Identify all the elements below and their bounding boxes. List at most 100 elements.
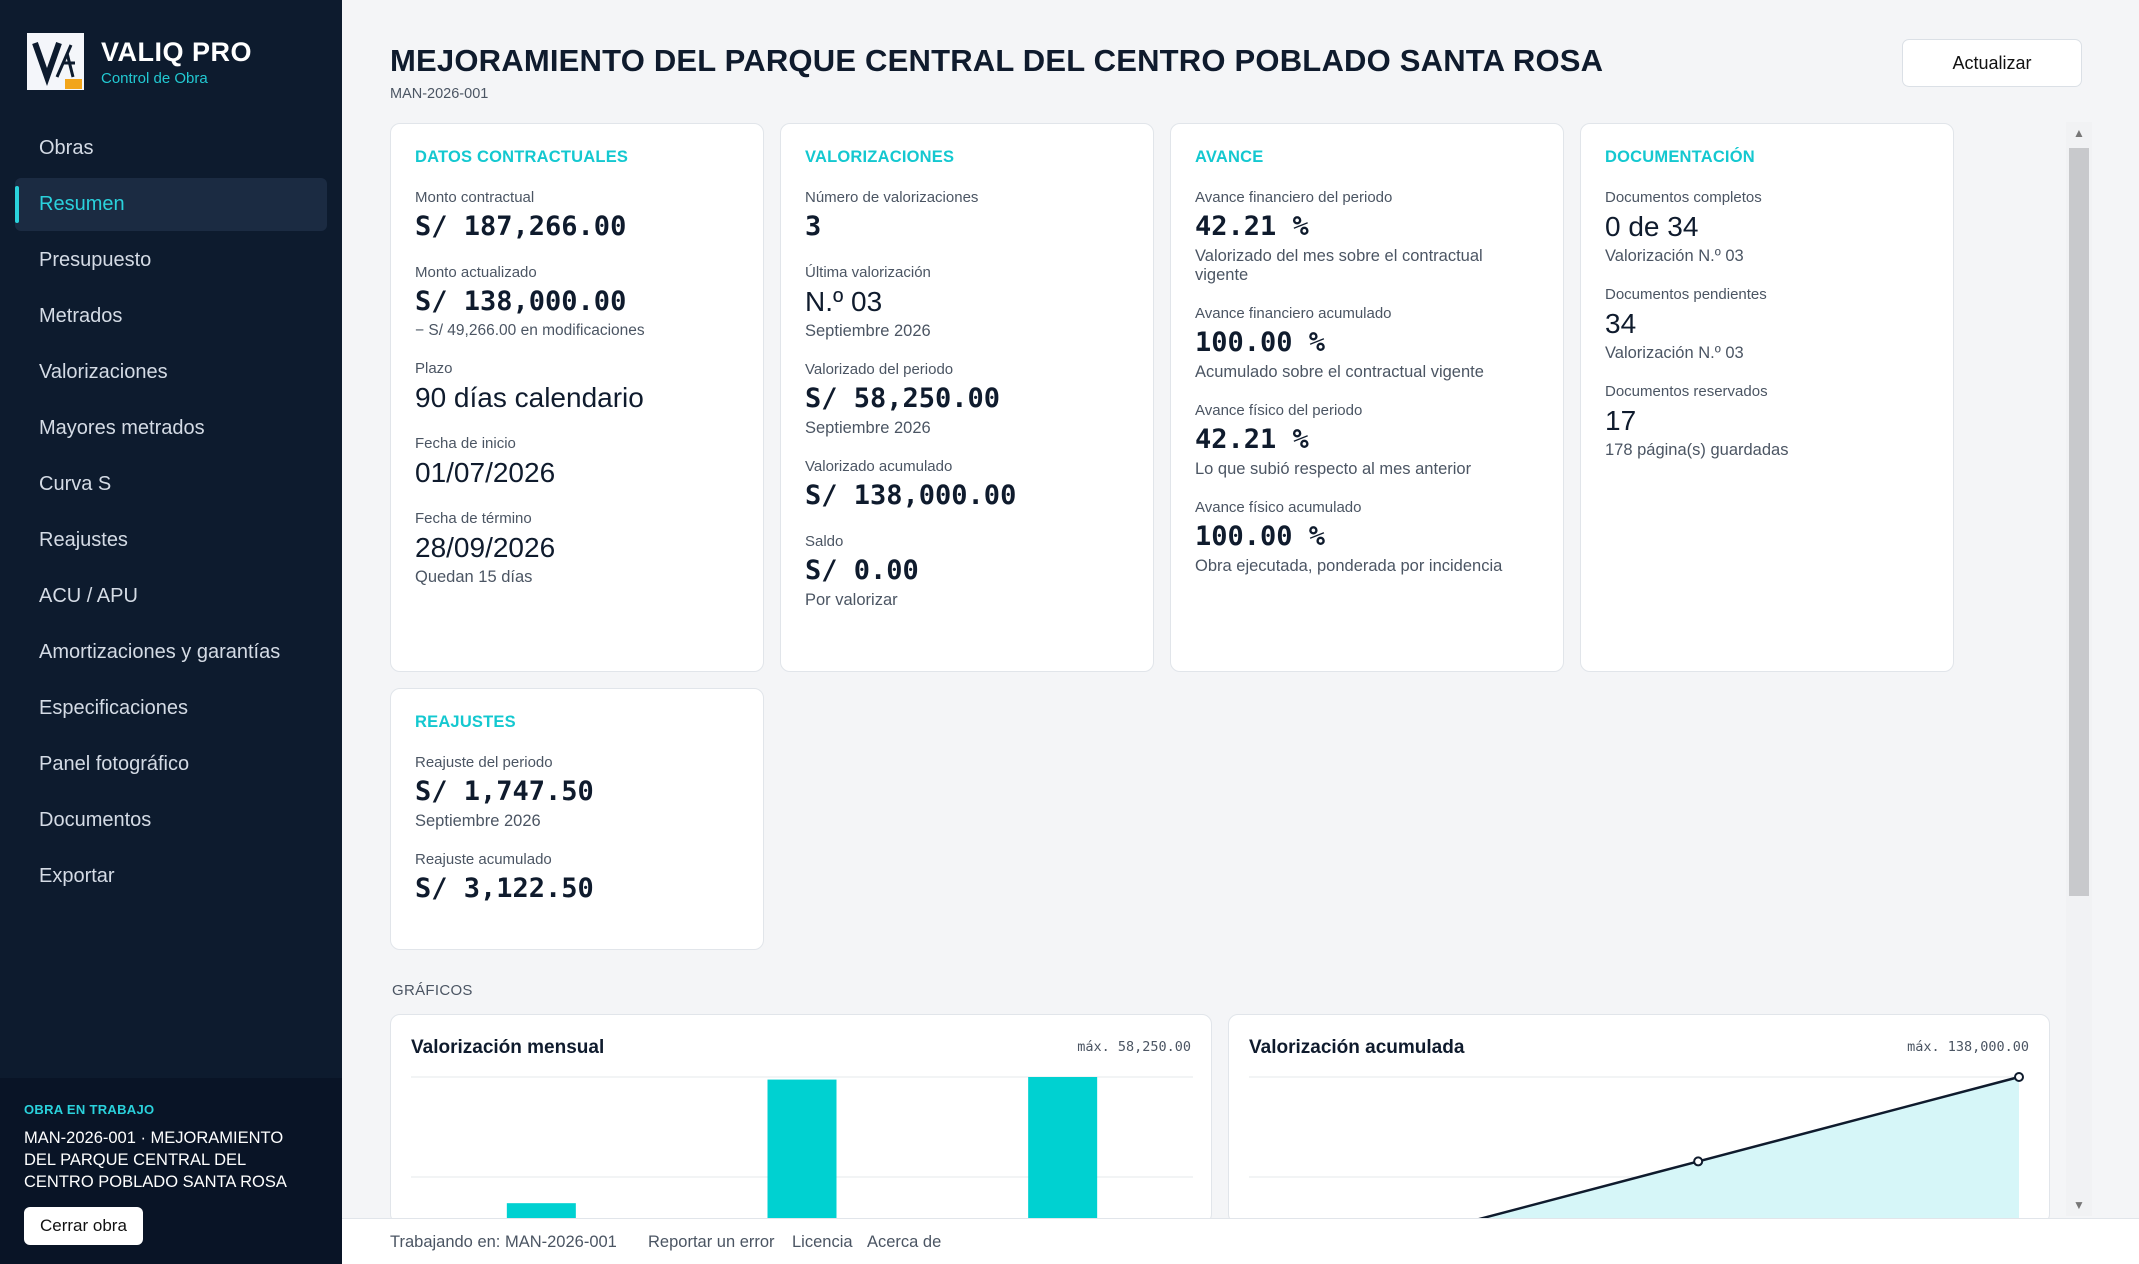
period-valued: S/ 58,250.00 [805, 383, 1001, 414]
financial-accumulated-progress: 100.00 % [1195, 327, 1326, 358]
sidebar-item-valorizaciones[interactable]: Valorizaciones [39, 361, 168, 383]
current-work-label: OBRA EN TRABAJO [24, 1102, 155, 1117]
chart-max-label: máx. 138,000.00 [1907, 1039, 2029, 1055]
field-note: Acumulado sobre el contractual vigente [1195, 363, 1484, 381]
card-heading: REAJUSTES [415, 713, 516, 731]
end-date: 28/09/2026 [415, 532, 556, 563]
chart-title: Valorización acumulada [1249, 1037, 1465, 1058]
accumulated-valued: S/ 138,000.00 [805, 480, 1017, 511]
field-note: Septiembre 2026 [805, 322, 931, 340]
sidebar-item-acu-apu[interactable]: ACU / APU [39, 585, 138, 607]
area-fill [1464, 1077, 2019, 1223]
field-label: Monto actualizado [415, 264, 537, 281]
adjustments-card: REAJUSTES Reajuste del periodo S/ 1,747.5… [390, 688, 764, 950]
refresh-button[interactable]: Actualizar [1902, 39, 2082, 87]
series-line [1459, 1075, 2020, 1223]
valuations-count: 3 [805, 211, 822, 242]
about-link[interactable]: Acerca de [867, 1233, 942, 1251]
scroll-up-icon[interactable]: ▲ [2073, 126, 2085, 140]
card-heading: VALORIZACIONES [805, 148, 955, 166]
main-content: MEJORAMIENTO DEL PARQUE CENTRAL DEL CENT… [342, 0, 2139, 1264]
bar-2 [767, 1079, 837, 1223]
field-label: Número de valorizaciones [805, 189, 979, 206]
card-heading: DOCUMENTACIÓN [1605, 148, 1755, 166]
accumulated-valuation-chart: Valorización acumulada máx. 138,000.00 [1228, 1014, 2050, 1224]
sidebar-item-exportar[interactable]: Exportar [39, 865, 115, 887]
current-work-name: MAN-2026-001 · MEJORAMIENTO DEL PARQUE C… [24, 1129, 287, 1191]
physical-accumulated-progress: 100.00 % [1195, 521, 1326, 552]
field-note: Lo que subió respecto al mes anterior [1195, 460, 1472, 478]
field-label: Avance físico del periodo [1195, 402, 1363, 419]
field-note: Valorización N.º 03 [1605, 247, 1744, 265]
field-label: Avance financiero del periodo [1195, 189, 1393, 206]
footer: Trabajando en: MAN-2026-001 Reportar un … [342, 1218, 2139, 1264]
page-title: MEJORAMIENTO DEL PARQUE CENTRAL DEL CENT… [390, 43, 1604, 78]
scrollbar-thumb[interactable] [2069, 148, 2089, 896]
chart-title: Valorización mensual [411, 1037, 605, 1058]
field-note: Valorizado del mes sobre el contractual … [1195, 247, 1483, 284]
field-label: Avance financiero acumulado [1195, 305, 1392, 322]
sidebar-item-metrados[interactable]: Metrados [39, 305, 123, 327]
field-note: Por valorizar [805, 591, 898, 609]
report-error-link[interactable]: Reportar un error [648, 1233, 775, 1251]
documentation-card: DOCUMENTACIÓN Documentos completos 0 de 3… [1580, 123, 1954, 672]
scrollbar[interactable]: ▲ ▼ [2066, 122, 2092, 1216]
license-link[interactable]: Licencia [792, 1233, 853, 1251]
sidebar-item-especificaciones[interactable]: Especificaciones [39, 697, 188, 719]
completed-docs: 0 de 34 [1605, 211, 1699, 242]
logo-icon [27, 33, 84, 90]
contract-amount: S/ 187,266.00 [415, 211, 627, 242]
sidebar-item-panel-fotográfico[interactable]: Panel fotográfico [39, 753, 190, 775]
current-work-panel: OBRA EN TRABAJO MAN-2026-001 · MEJORAMIE… [0, 1078, 342, 1264]
financial-period-progress: 42.21 % [1195, 211, 1309, 242]
last-valuation: N.º 03 [805, 286, 883, 317]
physical-period-progress: 42.21 % [1195, 424, 1309, 455]
valuations-card: VALORIZACIONES Número de valorizaciones 3… [780, 123, 1154, 672]
sidebar: VALIQ PRO Control de Obra Obras Resumen Pr… [0, 0, 342, 1264]
field-note: Quedan 15 días [415, 568, 533, 586]
balance: S/ 0.00 [805, 555, 919, 586]
sidebar-item-amortizaciones-y-garantías[interactable]: Amortizaciones y garantías [39, 641, 281, 663]
sidebar-item-obras[interactable]: Obras [39, 137, 94, 159]
area-chart-svg [1249, 1072, 2024, 1223]
bar-chart-svg [411, 1076, 1193, 1223]
brand-name: VALIQ PRO [101, 37, 253, 67]
field-label: Valorizado acumulado [805, 458, 953, 475]
sidebar-item-curva-s[interactable]: Curva S [39, 473, 112, 495]
field-label: Plazo [415, 360, 453, 377]
field-note: Septiembre 2026 [805, 419, 931, 437]
brand-subtitle: Control de Obra [101, 70, 208, 87]
field-label: Reajuste acumulado [415, 851, 552, 868]
term-value: 90 días calendario [415, 382, 644, 413]
sidebar-item-presupuesto[interactable]: Presupuesto [39, 249, 152, 271]
scroll-down-icon[interactable]: ▼ [2073, 1198, 2085, 1212]
field-note: − S/ 49,266.00 en modificaciones [415, 322, 645, 339]
field-label: Documentos pendientes [1605, 286, 1767, 303]
brand: VALIQ PRO Control de Obra [27, 33, 252, 90]
field-note: Valorización N.º 03 [1605, 344, 1744, 362]
progress-card: AVANCE Avance financiero del periodo 42.2… [1170, 123, 1564, 672]
card-heading: DATOS CONTRACTUALES [415, 148, 629, 166]
field-label: Fecha de término [415, 510, 532, 527]
field-label: Avance físico acumulado [1195, 499, 1362, 516]
sidebar-item-documentos[interactable]: Documentos [39, 809, 152, 831]
field-note: Obra ejecutada, ponderada por incidencia [1195, 557, 1503, 575]
sidebar-item-resumen[interactable]: Resumen [15, 178, 327, 231]
close-work-button[interactable]: Cerrar obra [24, 1207, 143, 1245]
data-point-2 [1693, 1156, 1704, 1167]
accumulated-adjustment: S/ 3,122.50 [415, 873, 594, 904]
pending-docs: 34 [1605, 308, 1637, 339]
monthly-valuation-chart: Valorización mensual máx. 58,250.00 [390, 1014, 1212, 1224]
bar-3 [1028, 1077, 1098, 1223]
sidebar-item-mayores-metrados[interactable]: Mayores metrados [39, 417, 205, 439]
contract-card: DATOS CONTRACTUALES Monto contractual S/ … [390, 123, 764, 672]
field-label: Última valorización [805, 264, 931, 281]
field-label: Monto contractual [415, 189, 535, 206]
field-label: Documentos reservados [1605, 383, 1768, 400]
reserved-docs: 17 [1605, 405, 1637, 436]
field-note: 178 página(s) guardadas [1605, 441, 1789, 459]
sidebar-item-reajustes[interactable]: Reajustes [39, 529, 128, 551]
field-label: Documentos completos [1605, 189, 1762, 206]
field-label: Saldo [805, 533, 844, 550]
start-date: 01/07/2026 [415, 457, 556, 488]
